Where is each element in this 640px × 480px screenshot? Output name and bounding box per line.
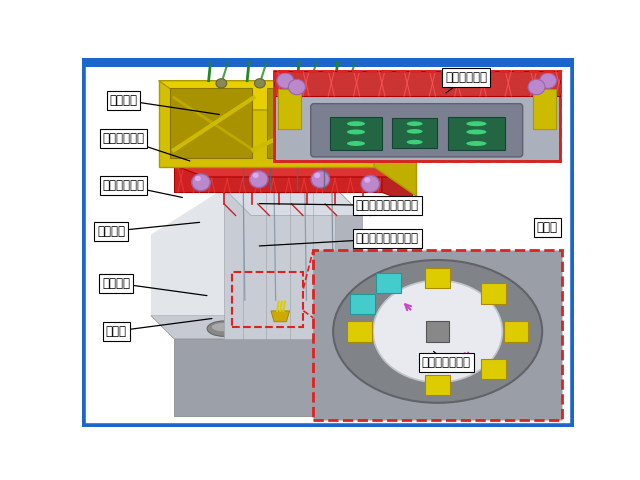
Polygon shape (224, 189, 363, 216)
Ellipse shape (211, 323, 237, 332)
Text: 钢管桩下部抱桩系统: 钢管桩下部抱桩系统 (356, 232, 419, 245)
Ellipse shape (324, 319, 350, 328)
Bar (426, 321, 449, 342)
Text: 首节墩台: 首节墩台 (102, 276, 130, 289)
Ellipse shape (347, 121, 365, 126)
Bar (504, 321, 529, 342)
Bar (347, 321, 372, 342)
Ellipse shape (253, 173, 259, 178)
Text: 钢吊杆: 钢吊杆 (106, 324, 127, 337)
Bar (313, 250, 562, 420)
Ellipse shape (305, 79, 316, 88)
Bar (532, 89, 556, 130)
Polygon shape (159, 81, 374, 167)
Bar (82, 58, 575, 67)
Polygon shape (151, 315, 397, 339)
Polygon shape (174, 166, 413, 177)
Ellipse shape (263, 317, 297, 333)
Bar (376, 273, 401, 293)
Ellipse shape (333, 260, 542, 403)
Bar (274, 71, 559, 161)
Polygon shape (151, 189, 224, 339)
Text: 楔形块顶紧机构: 楔形块顶紧机构 (422, 356, 471, 369)
Ellipse shape (268, 319, 293, 328)
Bar (267, 88, 349, 158)
Bar (392, 118, 437, 148)
Text: 钢管桩上部抱桩系统: 钢管桩上部抱桩系统 (356, 199, 419, 212)
Ellipse shape (364, 177, 371, 183)
Ellipse shape (361, 175, 380, 192)
Ellipse shape (320, 317, 354, 333)
Ellipse shape (467, 121, 486, 126)
Ellipse shape (343, 79, 354, 88)
Polygon shape (174, 339, 374, 416)
Polygon shape (336, 189, 363, 366)
FancyBboxPatch shape (311, 104, 523, 157)
Polygon shape (374, 81, 417, 196)
Ellipse shape (467, 130, 486, 134)
Bar (274, 71, 559, 96)
Polygon shape (271, 311, 289, 322)
Text: 柔性吊索: 柔性吊索 (97, 225, 125, 238)
Ellipse shape (467, 141, 486, 146)
Ellipse shape (373, 280, 502, 383)
Ellipse shape (216, 79, 227, 88)
Polygon shape (374, 315, 397, 416)
Ellipse shape (528, 79, 545, 95)
Ellipse shape (255, 79, 265, 88)
Bar (170, 88, 252, 158)
Ellipse shape (314, 173, 320, 178)
Polygon shape (159, 81, 417, 110)
Bar (232, 272, 303, 327)
Ellipse shape (407, 121, 422, 126)
Text: 墩身顶紧机构: 墩身顶紧机构 (445, 72, 487, 84)
Bar (481, 283, 506, 304)
Bar (349, 294, 374, 314)
Bar (330, 117, 381, 150)
Ellipse shape (207, 321, 241, 336)
Ellipse shape (311, 171, 330, 188)
Bar (481, 359, 506, 380)
Ellipse shape (347, 141, 365, 146)
Text: 剪力键: 剪力键 (537, 221, 558, 234)
Polygon shape (174, 166, 382, 192)
Ellipse shape (289, 79, 305, 95)
Bar (447, 117, 505, 150)
Bar (425, 268, 450, 288)
Ellipse shape (250, 171, 268, 188)
Ellipse shape (277, 73, 294, 88)
Ellipse shape (195, 176, 201, 181)
Ellipse shape (407, 140, 422, 144)
Bar (425, 375, 450, 395)
Bar (274, 71, 559, 161)
Polygon shape (382, 166, 413, 204)
Polygon shape (224, 189, 336, 339)
Text: 吊具主梁: 吊具主梁 (109, 94, 138, 107)
Ellipse shape (540, 73, 557, 88)
Polygon shape (328, 311, 346, 322)
Text: 底部承托桁架: 底部承托桁架 (102, 132, 145, 145)
Ellipse shape (347, 130, 365, 134)
Text: 三向调位机构: 三向调位机构 (102, 179, 145, 192)
Ellipse shape (407, 129, 422, 133)
Bar (278, 89, 301, 130)
Ellipse shape (192, 174, 210, 191)
